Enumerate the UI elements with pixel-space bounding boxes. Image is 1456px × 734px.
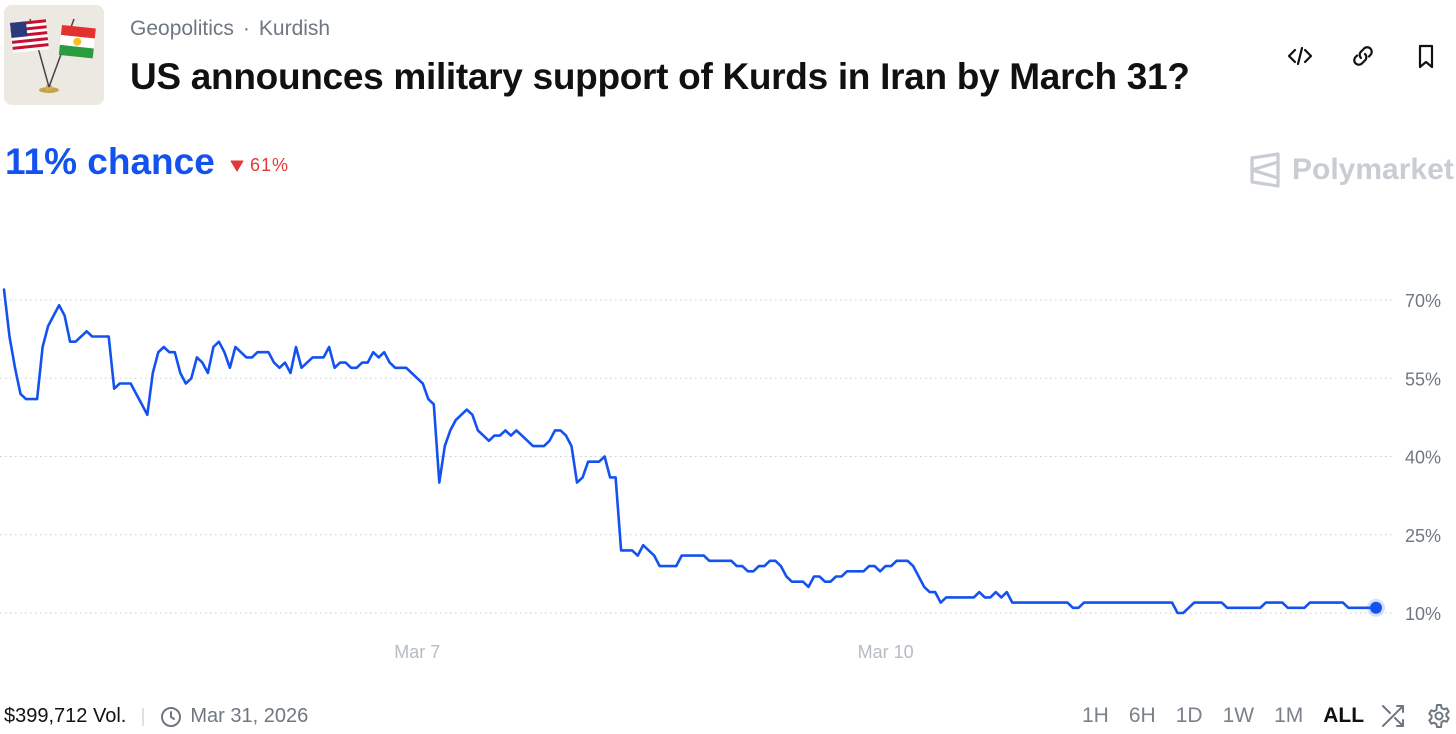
market-thumbnail	[4, 5, 104, 105]
y-tick-label: 25%	[1405, 526, 1441, 546]
shuffle-icon	[1382, 705, 1404, 727]
breadcrumb-separator: ·	[242, 17, 250, 40]
volume-value: $399,712 Vol.	[4, 705, 127, 727]
change-indicator: 61%	[230, 155, 289, 176]
polymarket-logo: Polymarket	[1248, 152, 1454, 188]
x-tick-label: Mar 7	[394, 642, 440, 662]
y-tick-label: 70%	[1405, 291, 1441, 311]
range-1w[interactable]: 1W	[1222, 704, 1255, 727]
end-date: Mar 31, 2026	[160, 705, 308, 728]
current-point	[1370, 601, 1382, 614]
breadcrumb-category[interactable]: Geopolitics	[130, 17, 234, 40]
gear-icon	[1428, 704, 1450, 728]
x-tick-label: Mar 10	[858, 642, 914, 662]
range-6h[interactable]: 6H	[1128, 704, 1156, 727]
settings-button[interactable]	[1426, 703, 1452, 729]
chance-value: 11% chance	[5, 141, 215, 182]
brand-name: Polymarket	[1292, 153, 1454, 186]
time-range-selector: 1H 6H 1D 1W 1M ALL	[1072, 704, 1374, 728]
embed-icon	[1287, 46, 1313, 66]
polymarket-icon	[1250, 152, 1280, 188]
range-1h[interactable]: 1H	[1082, 704, 1109, 727]
embed-button[interactable]	[1284, 40, 1316, 72]
change-value: 61%	[250, 155, 290, 175]
shuffle-button[interactable]	[1380, 703, 1406, 729]
bookmark-button[interactable]	[1410, 40, 1442, 72]
clock-icon	[161, 706, 182, 727]
copy-link-button[interactable]	[1347, 40, 1379, 72]
range-all[interactable]: ALL	[1323, 704, 1365, 727]
footer-info: $399,712 Vol. Mar 31, 2026	[4, 705, 308, 728]
triangle-down-icon	[230, 160, 244, 171]
series-line	[2, 288, 1378, 615]
price-chart[interactable]: 70% 55% 40% 25% 10% Mar 7 Mar 10	[0, 280, 1456, 680]
range-1m[interactable]: 1M	[1274, 704, 1304, 727]
market-title: US announces military support of Kurds i…	[130, 56, 1190, 97]
y-tick-label: 55%	[1405, 369, 1441, 389]
end-date-text: Mar 31, 2026	[190, 705, 309, 727]
y-tick-label: 10%	[1405, 604, 1441, 624]
y-tick-label: 40%	[1405, 448, 1441, 468]
range-1d[interactable]: 1D	[1175, 704, 1203, 727]
link-icon	[1353, 46, 1373, 66]
divider	[142, 707, 145, 726]
breadcrumb-tag[interactable]: Kurdish	[258, 17, 331, 40]
bookmark-icon	[1418, 44, 1434, 69]
breadcrumb: Geopolitics · Kurdish	[130, 17, 330, 41]
